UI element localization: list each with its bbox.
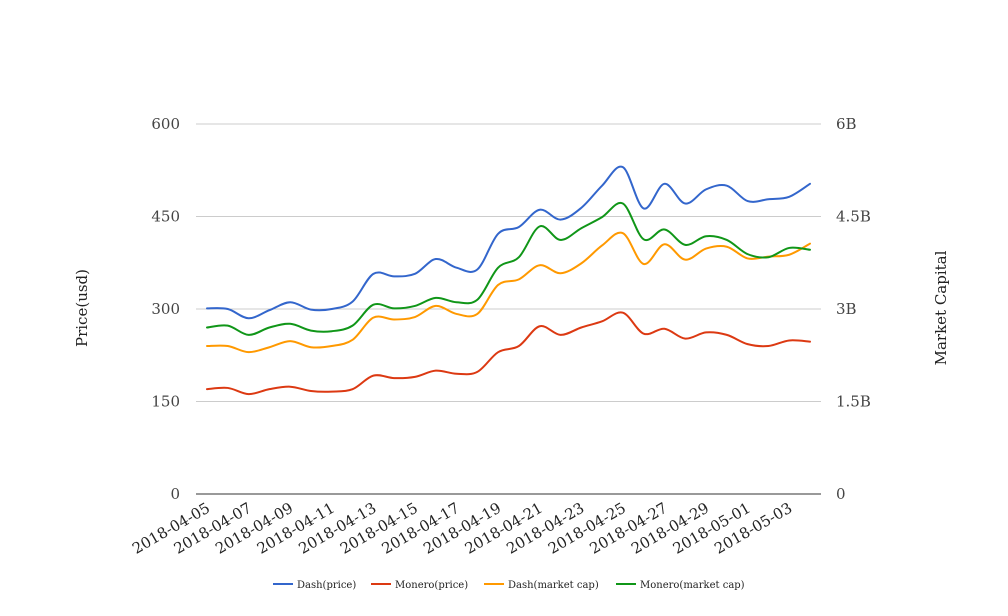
right-tick-label: 4.5B: [836, 208, 871, 226]
series-line-monero-market-cap: [206, 201, 811, 336]
legend-item-monero-market-cap: Monero(market cap): [616, 580, 745, 591]
legend-item-monero-price: Monero(price): [371, 580, 468, 591]
legend-item-dash-market-cap: Dash(market cap): [484, 580, 599, 591]
right-axis-title: Market Capital: [932, 250, 950, 365]
legend-label: Monero(market cap): [640, 580, 745, 591]
legend-label: Dash(market cap): [508, 580, 599, 591]
legend-label: Dash(price): [297, 580, 356, 591]
right-tick-label: 0: [836, 485, 846, 503]
legend: Dash(price) Monero(price) Dash(market cap)…: [273, 580, 745, 591]
series-line-monero-price: [206, 311, 811, 396]
left-tick-label: 150: [151, 393, 180, 411]
right-y-axis-ticks: 0 1.5B 3B 4.5B 6B: [836, 115, 871, 503]
x-axis-ticks: 2018-04-052018-04-072018-04-092018-04-11…: [129, 499, 795, 558]
legend-label: Monero(price): [395, 580, 468, 591]
right-tick-label: 6B: [836, 115, 857, 133]
series-lines: [206, 165, 811, 396]
grid-lines: [196, 123, 821, 495]
series-line-dash-market-cap: [206, 231, 811, 354]
right-tick-label: 3B: [836, 300, 857, 318]
right-tick-label: 1.5B: [836, 393, 871, 411]
left-tick-label: 600: [151, 115, 180, 133]
left-axis-title: Price(usd): [73, 269, 91, 347]
left-tick-label: 300: [151, 300, 180, 318]
series-line-dash-price: [206, 165, 811, 320]
left-tick-label: 0: [170, 485, 180, 503]
left-y-axis-ticks: 0 150 300 450 600: [151, 115, 180, 503]
legend-item-dash-price: Dash(price): [273, 580, 356, 591]
left-tick-label: 450: [151, 208, 180, 226]
